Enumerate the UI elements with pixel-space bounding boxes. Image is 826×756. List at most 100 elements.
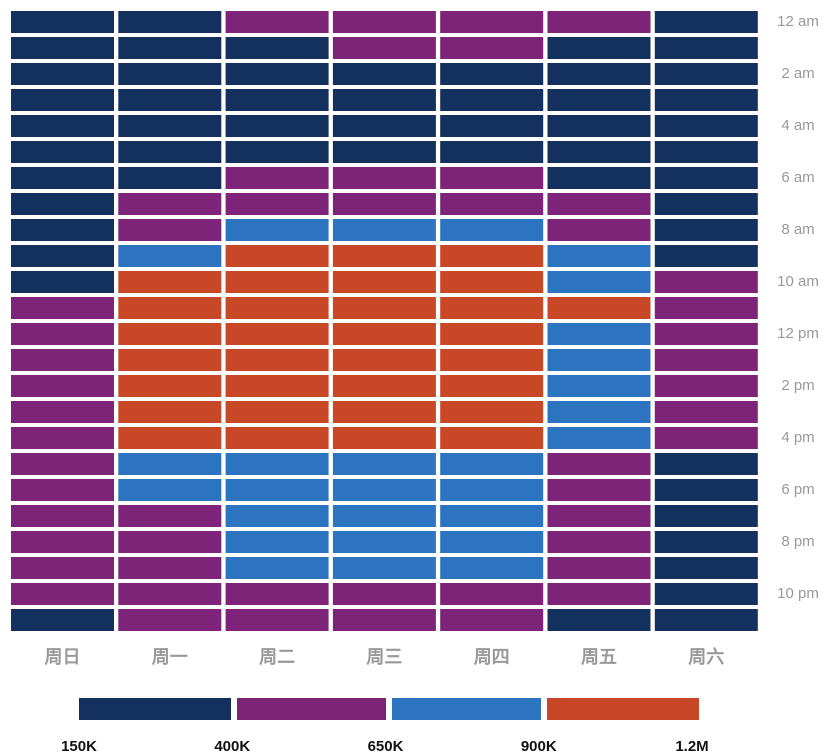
heatmap-cell: [547, 401, 651, 423]
heatmap-cell: [118, 349, 222, 371]
heatmap-cell: [225, 505, 329, 527]
heatmap-cell: [440, 583, 544, 605]
heatmap-cell: [11, 167, 114, 189]
legend-tick-label: 650K: [368, 738, 404, 755]
heatmap-cell: [440, 557, 544, 579]
heatmap-cell: [118, 245, 222, 267]
heatmap-cell: [11, 89, 114, 111]
heatmap-cell: [118, 453, 222, 475]
heatmap-cell: [118, 193, 222, 215]
heatmap-cell: [440, 323, 544, 345]
heatmap-cell: [118, 557, 222, 579]
heatmap-cell: [547, 141, 651, 163]
heatmap-cell: [118, 609, 222, 631]
heatmap-cell: [440, 297, 544, 319]
heatmap-cell: [654, 167, 758, 189]
heatmap-cell: [11, 349, 114, 371]
heatmap-cell: [11, 37, 114, 59]
heatmap-cell: [332, 453, 436, 475]
heatmap-cell: [332, 609, 436, 631]
heatmap-cell: [225, 115, 329, 137]
heatmap-cell: [332, 141, 436, 163]
heatmap-cell: [440, 505, 544, 527]
heatmap-cell: [440, 349, 544, 371]
heatmap-cell: [654, 89, 758, 111]
heatmap-cell: [332, 297, 436, 319]
legend-swatch: [547, 698, 699, 720]
heatmap-cell: [11, 557, 114, 579]
heatmap-cell: [654, 531, 758, 553]
heatmap-cell: [225, 609, 329, 631]
legend-tick-label: 900K: [521, 738, 557, 755]
heatmap-cell: [547, 271, 651, 293]
heatmap-cell: [440, 37, 544, 59]
heatmap-cell: [332, 505, 436, 527]
heatmap-cell: [547, 583, 651, 605]
heatmap-cell: [654, 37, 758, 59]
heatmap-cell: [547, 245, 651, 267]
heatmap-cell: [332, 115, 436, 137]
heatmap-cell: [11, 583, 114, 605]
row-label: 12 am: [777, 13, 819, 30]
heatmap-cell: [654, 479, 758, 501]
heatmap-cell: [225, 583, 329, 605]
heatmap-cell: [118, 505, 222, 527]
heatmap-cell: [440, 427, 544, 449]
row-label: 6 pm: [781, 481, 814, 498]
heatmap-cell: [11, 323, 114, 345]
heatmap-cell: [440, 11, 544, 33]
heatmap-cell: [547, 193, 651, 215]
heatmap-cell: [11, 245, 114, 267]
heatmap-cell: [11, 401, 114, 423]
heatmap-cell: [332, 479, 436, 501]
heatmap-cell: [118, 89, 222, 111]
row-label: 10 pm: [777, 585, 819, 602]
heatmap-cell: [440, 167, 544, 189]
heatmap-cell: [11, 63, 114, 85]
heatmap-cell: [225, 323, 329, 345]
heatmap-cell: [225, 167, 329, 189]
heatmap-cell: [654, 297, 758, 319]
heatmap-cell: [654, 245, 758, 267]
heatmap-cell: [225, 401, 329, 423]
heatmap-cell: [225, 245, 329, 267]
col-label: 周二: [259, 647, 295, 668]
heatmap-cell: [440, 271, 544, 293]
heatmap-cell: [225, 37, 329, 59]
col-label: 周四: [474, 647, 510, 668]
row-label: 12 pm: [777, 325, 819, 342]
heatmap-cell: [440, 401, 544, 423]
heatmap-cell: [440, 609, 544, 631]
heatmap-cell: [654, 427, 758, 449]
legend-tick-label: 400K: [214, 738, 250, 755]
heatmap-cell: [11, 505, 114, 527]
heatmap-cell: [11, 453, 114, 475]
heatmap-cell: [118, 323, 222, 345]
col-label: 周一: [152, 647, 188, 668]
heatmap-cell: [332, 583, 436, 605]
heatmap-cell: [440, 479, 544, 501]
heatmap-cell: [225, 453, 329, 475]
heatmap-cell: [654, 63, 758, 85]
heatmap-cell: [225, 219, 329, 241]
heatmap-cell: [547, 557, 651, 579]
heatmap-cell: [547, 11, 651, 33]
col-label: 周五: [581, 647, 617, 668]
heatmap-cell: [225, 557, 329, 579]
heatmap-cell: [118, 401, 222, 423]
col-label: 周三: [366, 647, 402, 668]
heatmap-cell: [654, 401, 758, 423]
heatmap-cell: [654, 271, 758, 293]
heatmap-cell: [547, 89, 651, 111]
heatmap-cell: [654, 557, 758, 579]
heatmap-cell: [440, 453, 544, 475]
heatmap-cell: [440, 245, 544, 267]
row-label: 2 pm: [781, 377, 814, 394]
heatmap-cell: [118, 115, 222, 137]
heatmap-cell: [11, 141, 114, 163]
heatmap-cell: [11, 375, 114, 397]
row-label: 8 pm: [781, 533, 814, 550]
heatmap-cell: [547, 219, 651, 241]
legend-swatch: [392, 698, 541, 720]
heatmap-cell: [332, 349, 436, 371]
